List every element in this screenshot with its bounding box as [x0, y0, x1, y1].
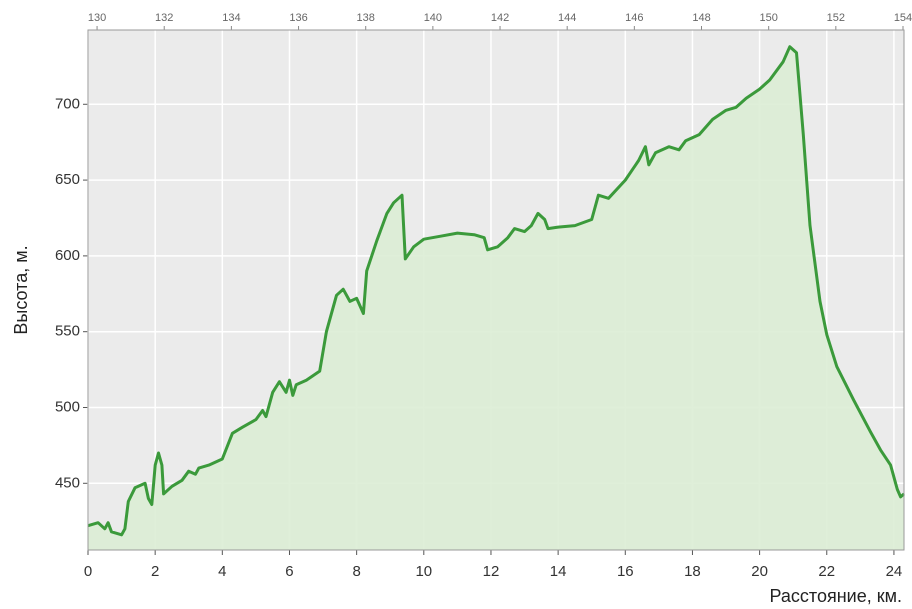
x2-tick-label: 150 — [759, 12, 777, 24]
y-tick-label: 600 — [55, 247, 80, 264]
x2-tick-label: 138 — [357, 12, 375, 24]
x2-tick-label: 140 — [424, 12, 442, 24]
y-tick-label: 650 — [55, 171, 80, 188]
x-tick-label: 22 — [818, 563, 835, 580]
plot-border — [87, 29, 905, 551]
x2-tick-label: 146 — [625, 12, 643, 24]
y-tick-label: 550 — [55, 323, 80, 340]
y-axis-label: Высота, м. — [11, 245, 31, 334]
x2-tick-label: 142 — [491, 12, 509, 24]
x-tick-label: 14 — [550, 563, 567, 580]
area-fill — [88, 46, 904, 550]
x-tick-label: 10 — [415, 563, 432, 580]
x-tick-label: 16 — [617, 563, 634, 580]
x2-tick-label: 144 — [558, 12, 576, 24]
y-tick-label: 700 — [55, 95, 80, 112]
x2-tick-label: 154 — [894, 12, 912, 24]
x2-tick-label: 136 — [289, 12, 307, 24]
x-tick-label: 2 — [151, 563, 159, 580]
x-tick-label: 8 — [352, 563, 360, 580]
x2-tick-label: 148 — [692, 12, 710, 24]
x2-tick-label: 152 — [827, 12, 845, 24]
x-tick-label: 24 — [886, 563, 903, 580]
y-tick-label: 450 — [55, 474, 80, 491]
elevation-line — [87, 45, 905, 537]
x2-tick-label: 132 — [155, 12, 173, 24]
x-tick-label: 0 — [84, 563, 92, 580]
x2-tick-label: 134 — [222, 12, 240, 24]
x-tick-label: 6 — [285, 563, 293, 580]
x2-tick-label: 130 — [88, 12, 106, 24]
x-tick-label: 18 — [684, 563, 701, 580]
x-tick-label: 20 — [751, 563, 768, 580]
x-tick-label: 4 — [218, 563, 226, 580]
x-axis-label: Расстояние, км. — [770, 586, 902, 606]
x-tick-label: 12 — [483, 563, 500, 580]
y-tick-label: 500 — [55, 398, 80, 415]
